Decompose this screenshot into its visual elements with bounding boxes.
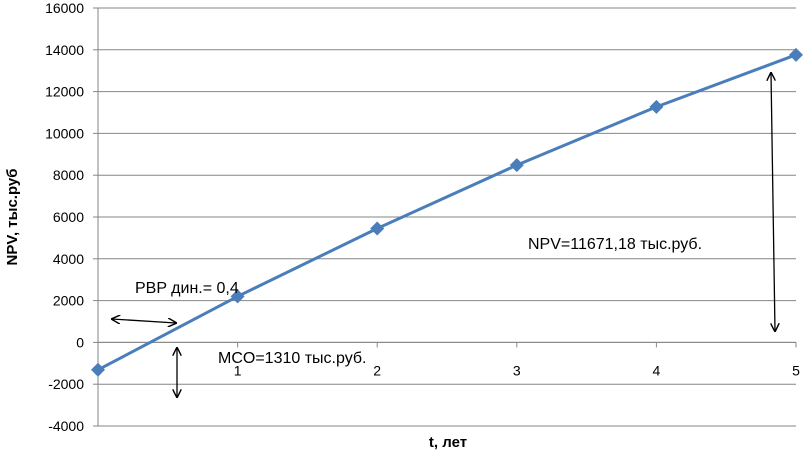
data-point: [649, 99, 664, 114]
data-point: [91, 362, 105, 377]
y-tick-label: 8000: [53, 167, 84, 183]
npv-annotation: NPV=11671,18 тыс.руб.: [528, 236, 702, 253]
y-tick-label: 4000: [53, 251, 84, 267]
pbp-arrow: [112, 319, 176, 323]
series-line: [97, 53, 797, 372]
x-tick-label: 5: [792, 362, 800, 378]
y-tick-label: 0: [76, 334, 84, 350]
data-point: [230, 289, 245, 304]
y-tick-label: 12000: [45, 84, 84, 100]
y-tick-label: 6000: [53, 209, 84, 225]
axes: -4000 -2000 0 2000 4000 6000 8000 10000 12000 140…: [45, 0, 800, 434]
mco-annotation: MCO=1310 тыс.руб.: [218, 350, 367, 367]
gridlines: [98, 7, 796, 427]
data-point: [509, 158, 524, 173]
y-tick-label: 16000: [45, 0, 84, 16]
y-tick-label: 10000: [45, 125, 84, 141]
y-tick-label: 14000: [45, 42, 84, 58]
x-tick-label: 3: [513, 362, 521, 378]
data-point: [789, 47, 803, 62]
y-axis-title: NPV, тыс.руб: [4, 168, 21, 265]
data-point: [370, 221, 385, 236]
x-tick-label: 2: [373, 362, 381, 378]
pbp-annotation: PBP дин.= 0,4: [135, 280, 239, 297]
series-npv: [91, 47, 803, 377]
y-tick-label: 2000: [53, 293, 84, 309]
x-tick-label: 1: [234, 362, 242, 378]
x-tick-label: 4: [653, 362, 661, 378]
x-axis-title: t, лет: [429, 434, 467, 451]
y-tick-label: -4000: [48, 418, 84, 434]
y-tick-label: -2000: [48, 376, 84, 392]
npv-arrow: [771, 73, 775, 331]
